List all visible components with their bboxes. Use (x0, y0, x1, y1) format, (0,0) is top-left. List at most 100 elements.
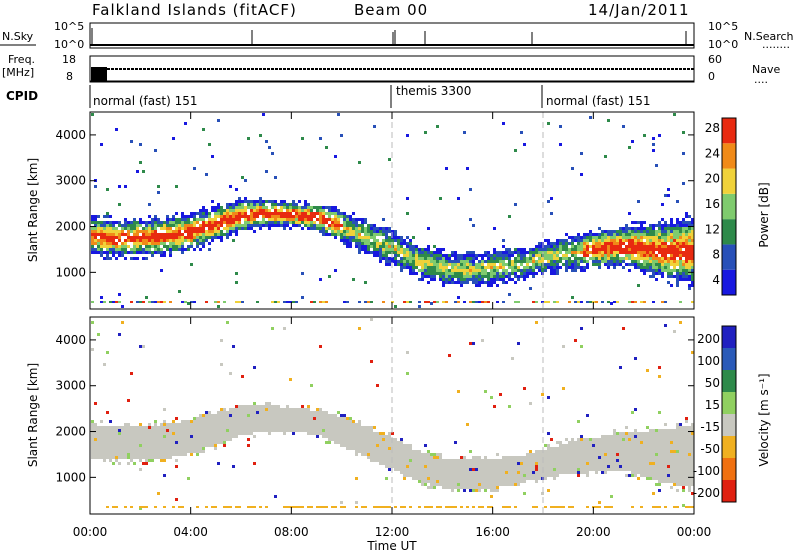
power-cell (220, 206, 223, 209)
velocity-cell (415, 462, 418, 465)
velocity-cell (478, 459, 481, 462)
power-cell (673, 224, 676, 227)
velocity-cell (571, 447, 574, 450)
velocity-cell (313, 411, 316, 414)
velocity-cell (511, 462, 514, 465)
velocity-cell (223, 429, 226, 432)
velocity-cell (673, 447, 676, 450)
velocity-cell (355, 423, 358, 426)
velocity-cell (673, 429, 676, 432)
power-cell (565, 263, 568, 266)
power-cell (214, 230, 217, 233)
velocity-cell (472, 471, 475, 474)
velocity-cell (652, 492, 655, 495)
velocity-cell (211, 444, 214, 447)
power-cell (352, 224, 355, 227)
power-cell (403, 257, 406, 260)
power-cell (190, 227, 193, 230)
power-cell (388, 236, 391, 239)
power-cell (532, 251, 535, 254)
velocity-cell (385, 477, 388, 480)
velocity-cell (688, 456, 691, 459)
power-cell (397, 260, 400, 263)
y-tick-label: 2000 (55, 220, 86, 234)
velocity-cell (118, 438, 121, 441)
velocity-cell (154, 444, 157, 447)
power-cell (595, 239, 598, 242)
power-cell (577, 301, 580, 303)
power-cell (463, 301, 466, 303)
power-cell (235, 281, 238, 284)
velocity-cell (658, 411, 661, 414)
velocity-cell (127, 423, 130, 426)
velocity-cell (172, 453, 175, 456)
power-cell (469, 263, 472, 266)
velocity-cell (586, 414, 589, 417)
velocity-cell (637, 462, 640, 465)
power-cell (628, 146, 631, 149)
power-cell (202, 242, 205, 245)
velocity-cell (295, 417, 298, 420)
power-cell (166, 224, 169, 227)
velocity-cell (223, 414, 226, 417)
velocity-cell (646, 453, 649, 456)
velocity-cell (352, 429, 355, 432)
power-cell (646, 269, 649, 272)
velocity-cell (328, 414, 331, 417)
power-cell (673, 242, 676, 245)
power-cell (652, 254, 655, 257)
velocity-cell (547, 432, 550, 435)
velocity-cell (103, 432, 106, 435)
power-cell (202, 218, 205, 221)
power-cell (151, 239, 154, 242)
velocity-cell (337, 417, 340, 420)
velocity-cell (406, 468, 409, 471)
velocity-cell (334, 438, 337, 441)
velocity-cell (109, 453, 112, 456)
power-cell (220, 224, 223, 227)
power-cell (385, 248, 388, 251)
power-cell (130, 224, 133, 227)
velocity-cell (583, 459, 586, 462)
velocity-cell (511, 468, 514, 471)
velocity-cell (499, 393, 502, 396)
power-cell (649, 248, 652, 251)
velocity-cell (241, 420, 244, 423)
power-cell (298, 224, 301, 227)
power-cell (205, 209, 208, 212)
power-cell (154, 239, 157, 242)
velocity-cell (433, 477, 436, 480)
velocity-cell (370, 360, 373, 363)
velocity-cell (310, 432, 313, 435)
power-cell (412, 248, 415, 251)
power-cell (502, 260, 505, 263)
velocity-cell (430, 462, 433, 465)
power-cell (115, 227, 118, 230)
power-cell (679, 301, 682, 303)
velocity-cell (511, 459, 514, 462)
power-cell (571, 260, 574, 263)
velocity-cell (649, 471, 652, 474)
velocity-cell (202, 414, 205, 417)
power-cell (292, 200, 295, 203)
velocity-cell (205, 429, 208, 432)
power-cell (361, 221, 364, 224)
power-cell (670, 227, 673, 230)
velocity-cell (652, 438, 655, 441)
velocity-cell (661, 444, 664, 447)
power-cell (556, 251, 559, 254)
power-cell (109, 239, 112, 242)
velocity-cell (163, 459, 166, 462)
power-cell (688, 266, 691, 269)
power-cell (508, 248, 511, 251)
power-cell (679, 221, 682, 224)
velocity-cell (175, 435, 178, 438)
power-cell (580, 242, 583, 245)
velocity-cell (142, 435, 145, 438)
power-cell (217, 224, 220, 227)
velocity-cell (436, 459, 439, 462)
power-cell (643, 248, 646, 251)
power-cell (643, 272, 646, 275)
power-cell (430, 272, 433, 275)
power-cell (589, 230, 592, 233)
